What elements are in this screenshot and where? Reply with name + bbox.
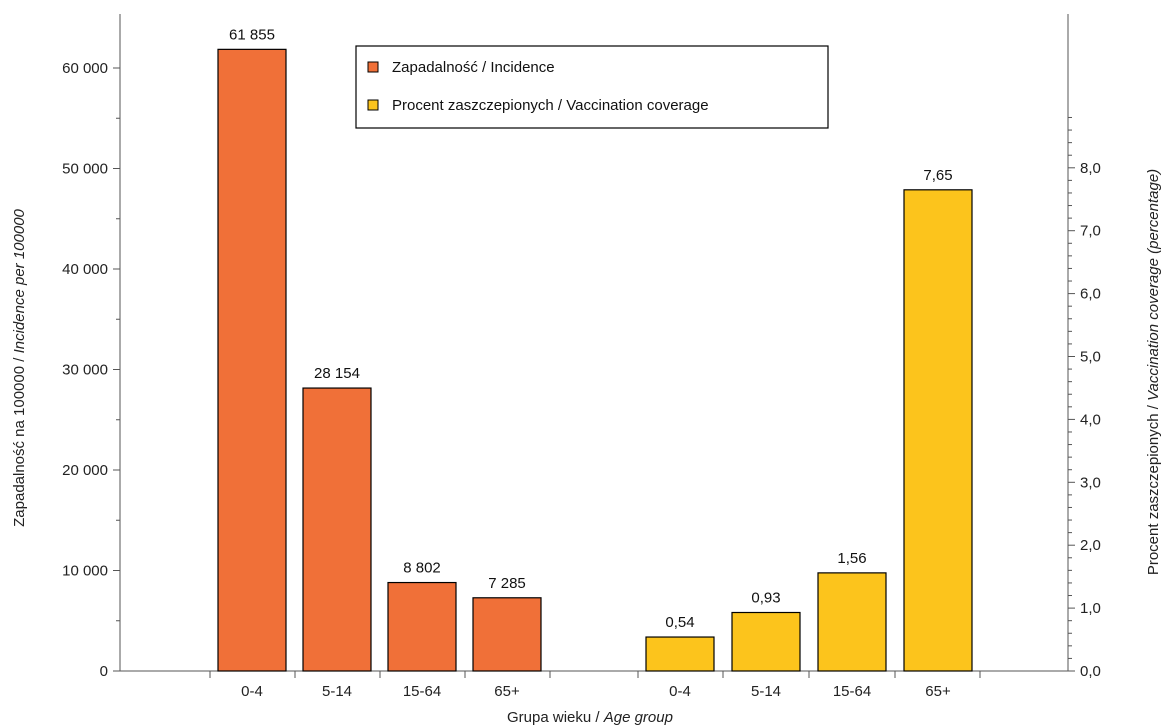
- y-right-tick-label: 3,0: [1080, 474, 1101, 491]
- y-left-tick-label: 30 000: [62, 362, 108, 379]
- x-axis-title: Grupa wieku / Age group: [507, 709, 673, 726]
- y-axis-right-title-plain: Procent zaszczepionych /: [1145, 401, 1162, 575]
- y-left-tick-label: 0: [100, 663, 108, 680]
- x-axis-title-italic: Age group: [603, 709, 673, 726]
- x-tick-label: 15-64: [403, 683, 441, 700]
- y-right-tick-label: 6,0: [1080, 286, 1101, 303]
- legend-box: [355, 45, 829, 129]
- legend-swatch-vaccination: [367, 99, 379, 111]
- y-axis-left-title-plain: Zapadalność na 100000 /: [11, 353, 28, 526]
- labels-layer: 0 10 000 20 000 30 000 40 000 50 000 60 000 0,0…: [62, 26, 1101, 700]
- y-left-tick-label: 20 000: [62, 462, 108, 479]
- y-right-tick-label: 4,0: [1080, 411, 1101, 428]
- y-left-tick-label: 60 000: [62, 60, 108, 77]
- y-right-tick-label: 1,0: [1080, 600, 1101, 617]
- bar-incidence-15-64: [387, 581, 457, 672]
- bar-incidence-5-14: [302, 387, 372, 672]
- y-right-tick-label: 2,0: [1080, 537, 1101, 554]
- data-label: 28 154: [314, 365, 360, 382]
- x-tick-label: 0-4: [669, 683, 691, 700]
- bar-incidence-65+: [472, 597, 542, 672]
- x-tick-label: 5-14: [322, 683, 352, 700]
- x-axis-title-plain: Grupa wieku /: [507, 709, 604, 726]
- data-label: 61 855: [229, 26, 275, 43]
- y-axis-right-title-italic: Vaccination coverage (percentage): [1145, 169, 1162, 401]
- y-left-tick-label: 40 000: [62, 261, 108, 278]
- y-right-tick-label: 5,0: [1080, 349, 1101, 366]
- data-label: 7,65: [923, 167, 952, 184]
- legend-swatch-incidence: [367, 61, 379, 73]
- legend: Zapadalność / Incidence Procent zaszczep…: [355, 45, 829, 129]
- data-label: 7 285: [488, 575, 526, 592]
- bar-incidence-0-4: [217, 48, 287, 672]
- bars-layer: [217, 48, 973, 672]
- x-tick-label: 0-4: [241, 683, 263, 700]
- y-axis-right-title: Procent zaszczepionych / Vaccination cov…: [1145, 169, 1162, 575]
- x-tick-label: 65+: [925, 683, 951, 700]
- data-label: 8 802: [403, 560, 441, 577]
- y-right-tick-label: 0,0: [1080, 663, 1101, 680]
- y-right-tick-label: 8,0: [1080, 160, 1101, 177]
- legend-label-incidence: Zapadalność / Incidence: [392, 59, 555, 76]
- data-label: 1,56: [837, 550, 866, 567]
- y-left-tick-label: 10 000: [62, 563, 108, 580]
- data-label: 0,54: [665, 614, 694, 631]
- bar-vaccination-0-4: [645, 636, 715, 672]
- x-tick-label: 65+: [494, 683, 520, 700]
- x-tick-label: 5-14: [751, 683, 781, 700]
- x-tick-label: 15-64: [833, 683, 871, 700]
- y-axis-left-title: Zapadalność na 100000 / Incidence per 10…: [11, 208, 28, 526]
- bar-vaccination-5-14: [731, 611, 801, 672]
- y-right-tick-label: 7,0: [1080, 223, 1101, 240]
- bar-vaccination-15-64: [817, 572, 887, 672]
- legend-label-vaccination: Procent zaszczepionych / Vaccination cov…: [392, 97, 709, 114]
- data-label: 0,93: [751, 590, 780, 607]
- bar-vaccination-65+: [903, 189, 973, 672]
- y-axis-left-title-italic: Incidence per 100000: [11, 208, 28, 353]
- y-left-tick-label: 50 000: [62, 161, 108, 178]
